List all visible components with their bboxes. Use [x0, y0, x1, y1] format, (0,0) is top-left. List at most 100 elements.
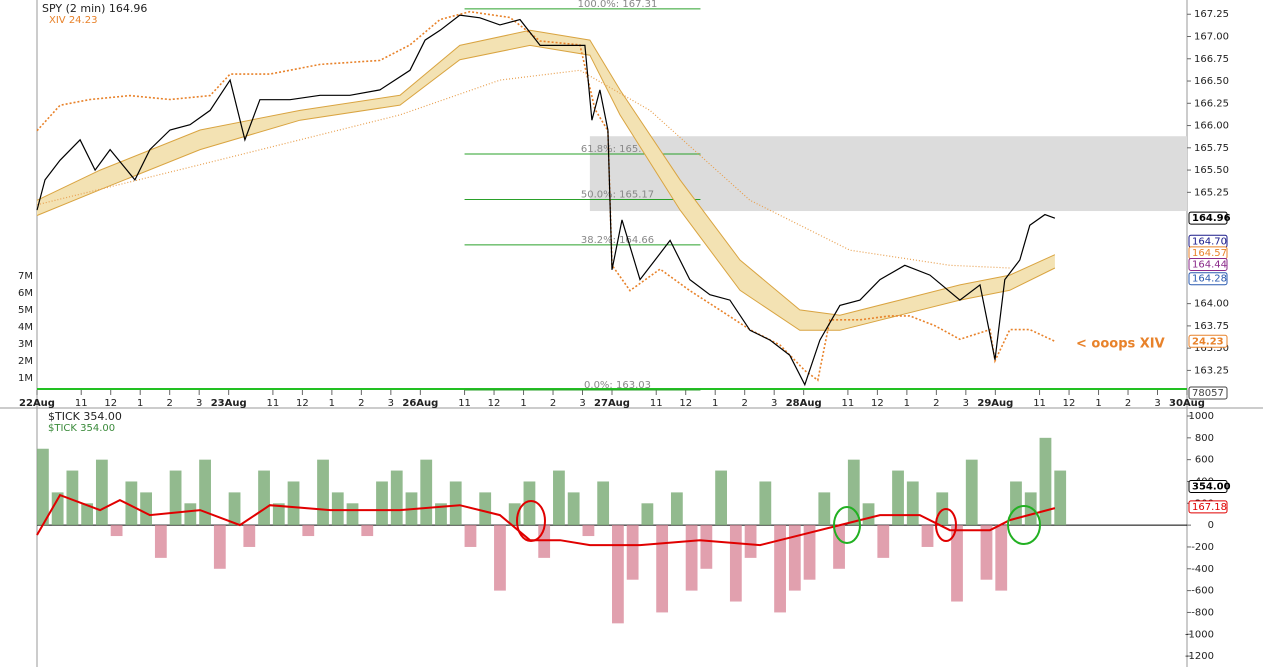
y-tick-label: 164.00: [1194, 299, 1229, 310]
highlight-circle: [1007, 505, 1041, 545]
tick-bar: [567, 492, 580, 526]
tick-bar: [287, 481, 300, 526]
y-tick-label: 165.75: [1194, 143, 1229, 154]
tick-bar: [125, 481, 138, 526]
x-tick-label: 22Aug: [19, 398, 55, 409]
highlight-circle: [935, 508, 957, 542]
tick-bar: [847, 459, 860, 526]
volume-tick-label: 6M: [18, 288, 33, 299]
x-tick-label: 2: [358, 398, 364, 409]
x-tick-label: 29Aug: [977, 398, 1013, 409]
tick-bar: [1054, 470, 1067, 526]
tick-bar: [980, 525, 993, 580]
volume-tick-label: 4M: [18, 322, 33, 333]
x-tick-label: 23Aug: [211, 398, 247, 409]
tick-bar: [774, 525, 786, 613]
ma-band-lower: [36, 44, 1056, 331]
tick-bar: [449, 481, 462, 526]
y-tick-label: 166.75: [1194, 54, 1229, 65]
series-legend: SPY (2 min) 164.96: [42, 2, 147, 15]
x-tick-label: 1: [1095, 398, 1101, 409]
tick-bar: [700, 525, 713, 569]
x-tick-label: 2: [1125, 398, 1131, 409]
y-tick-label: 166.50: [1194, 76, 1229, 87]
x-tick-label: 3: [196, 398, 202, 409]
tick-bar: [169, 470, 182, 526]
fib-label: 100.0%: 167.31: [578, 0, 658, 10]
annotation: < ooops XIV: [1076, 337, 1165, 352]
x-tick-label: 11: [842, 398, 855, 409]
tick-bar: [1010, 481, 1022, 526]
tick-bar: [51, 492, 64, 526]
tick-bar: [228, 492, 241, 526]
tick-bar: [744, 525, 757, 558]
y-tick-label: -1200: [1185, 651, 1214, 662]
ma-band-upper: [36, 29, 1056, 316]
y-tick-label: 165.25: [1194, 187, 1229, 198]
x-tick-label: 3: [1154, 398, 1160, 409]
tick-bar: [788, 525, 801, 591]
tick-bar: [862, 503, 875, 526]
tick-bar: [951, 525, 963, 602]
y-tick-label: -400: [1191, 564, 1214, 575]
x-tick-label: 3: [963, 398, 969, 409]
y-tick-label: 600: [1195, 455, 1214, 466]
price-tag: 78057: [1192, 388, 1224, 399]
tick-bar: [95, 459, 108, 526]
tick-bar: [1039, 437, 1052, 526]
x-tick-label: 27Aug: [594, 398, 630, 409]
tick-bar: [66, 470, 79, 526]
tick-bar: [346, 503, 359, 526]
x-tick-label: 11: [1033, 398, 1046, 409]
tick-bar: [892, 470, 904, 526]
y-tick-label: 166.25: [1194, 98, 1229, 109]
x-tick-label: 11: [75, 398, 88, 409]
plot-layer: 167.25 167.00 166.75 166.50 166.25 166.00 165.…: [18, 0, 1231, 662]
x-tick-label: 2: [933, 398, 939, 409]
highlight-circle: [516, 500, 546, 542]
y-tick-label: 163.50: [1194, 343, 1229, 354]
tick-bar: [199, 459, 211, 526]
tick-bar: [37, 448, 49, 526]
tick-bar: [154, 525, 167, 558]
x-tick-label: 12: [871, 398, 884, 409]
y-tick-label: 1000: [1189, 411, 1214, 422]
tick-bar: [921, 525, 934, 547]
x-tick-label: 12: [1063, 398, 1076, 409]
highlight-circle: [833, 506, 861, 544]
tick-bar: [833, 525, 845, 569]
tick-bar: [243, 525, 256, 547]
x-tick-label: 3: [771, 398, 777, 409]
x-tick-label: 3: [579, 398, 585, 409]
tick-bar: [553, 470, 565, 526]
y-tick-label: 163.25: [1194, 365, 1229, 376]
tick-bar: [641, 503, 654, 526]
tick-bar: [272, 503, 285, 526]
fib-label: 0.0%: 163.03: [584, 380, 651, 391]
tick-bar: [877, 525, 890, 558]
tick-bar: [81, 503, 94, 526]
x-tick-label: 3: [388, 398, 394, 409]
tick-bar: [729, 525, 742, 602]
tick-bar: [420, 459, 433, 526]
x-tick-label: 2: [550, 398, 556, 409]
tick-bar: [361, 525, 374, 537]
tick-bar: [626, 525, 639, 580]
tick-bar: [685, 525, 698, 591]
tick-bar: [110, 525, 123, 537]
x-tick-label: 1: [329, 398, 335, 409]
tick-bar: [302, 525, 315, 537]
price-tag: 167.18: [1192, 502, 1227, 513]
panel-title: $TICK 354.00: [48, 410, 122, 423]
price-tag: 24.23: [1192, 336, 1224, 347]
price-tag-box: [1188, 334, 1228, 348]
tick-bar: [213, 525, 226, 569]
price-tag: 164.70: [1192, 236, 1227, 247]
tick-bar: [597, 481, 610, 526]
volume-tick-label: 3M: [18, 339, 33, 350]
x-tick-label: 30Aug: [1169, 398, 1205, 409]
x-tick-label: 2: [167, 398, 173, 409]
x-tick-label: 11: [650, 398, 663, 409]
tick-bar: [670, 492, 683, 526]
